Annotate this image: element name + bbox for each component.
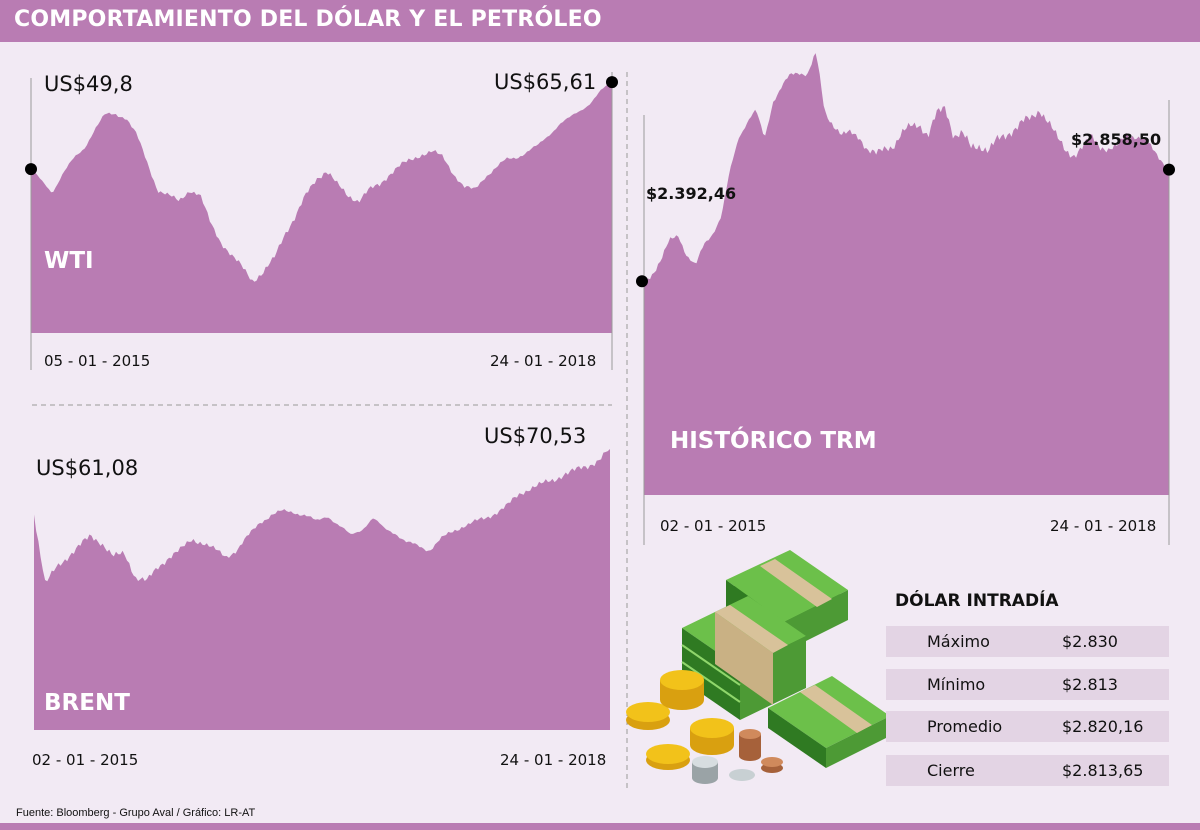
intraday-value: $2.813 (1062, 675, 1118, 694)
trm-x-start: 02 - 01 - 2015 (660, 517, 767, 535)
wti-start-value: US$49,8 (44, 72, 133, 96)
wti-x-end: 24 - 01 - 2018 (490, 352, 597, 370)
brent-end-value: US$70,53 (484, 424, 587, 448)
intraday-label: Cierre (927, 761, 975, 780)
intraday-row-max: Máximo $2.830 (886, 626, 1169, 657)
brent-area (34, 449, 610, 730)
trm-start-value: $2.392,46 (646, 184, 737, 203)
wti-series-label: WTI (44, 248, 94, 274)
wti-end-value: US$65,61 (494, 70, 597, 94)
brent-x-start: 02 - 01 - 2015 (32, 751, 139, 769)
brent-start-value: US$61,08 (36, 456, 139, 480)
source-note: Fuente: Bloomberg - Grupo Aval / Gráfico… (16, 807, 256, 819)
gold-coins (626, 670, 734, 770)
trm-x-end: 24 - 01 - 2018 (1050, 517, 1157, 535)
header-bar: COMPORTAMIENTO DEL DÓLAR Y EL PETRÓLEO (0, 0, 1200, 42)
cash-stack-front (768, 676, 890, 768)
trm-end-value: $2.858,50 (1071, 130, 1162, 149)
intraday-label: Mínimo (927, 675, 986, 694)
intraday-row-avg: Promedio $2.820,16 (886, 711, 1169, 742)
intraday-row-close: Cierre $2.813,65 (886, 755, 1169, 786)
intraday-row-min: Mínimo $2.813 (886, 669, 1169, 700)
intraday-title: DÓLAR INTRADÍA (895, 591, 1059, 611)
intraday-label: Promedio (927, 717, 1003, 736)
page-title: COMPORTAMIENTO DEL DÓLAR Y EL PETRÓLEO (14, 7, 602, 32)
intraday-value: $2.813,65 (1062, 761, 1144, 780)
silver-copper-coins (692, 729, 783, 784)
trm-area (644, 53, 1169, 495)
trm-end-point (1163, 163, 1175, 176)
intraday-value: $2.830 (1062, 632, 1118, 651)
brent-series-label: BRENT (44, 690, 130, 716)
trm-series-label: HISTÓRICO TRM (670, 428, 877, 454)
intraday-value: $2.820,16 (1062, 717, 1144, 736)
intraday-label: Máximo (927, 632, 990, 651)
footer-bar (0, 823, 1200, 830)
wti-area (31, 82, 612, 333)
trm-start-point (636, 275, 648, 288)
wti-x-start: 05 - 01 - 2015 (44, 352, 151, 370)
brent-x-end: 24 - 01 - 2018 (500, 751, 607, 769)
wti-start-point (25, 163, 37, 176)
money-illustration (626, 550, 890, 784)
cash-stack-middle (681, 596, 806, 720)
wti-end-point (606, 76, 618, 89)
